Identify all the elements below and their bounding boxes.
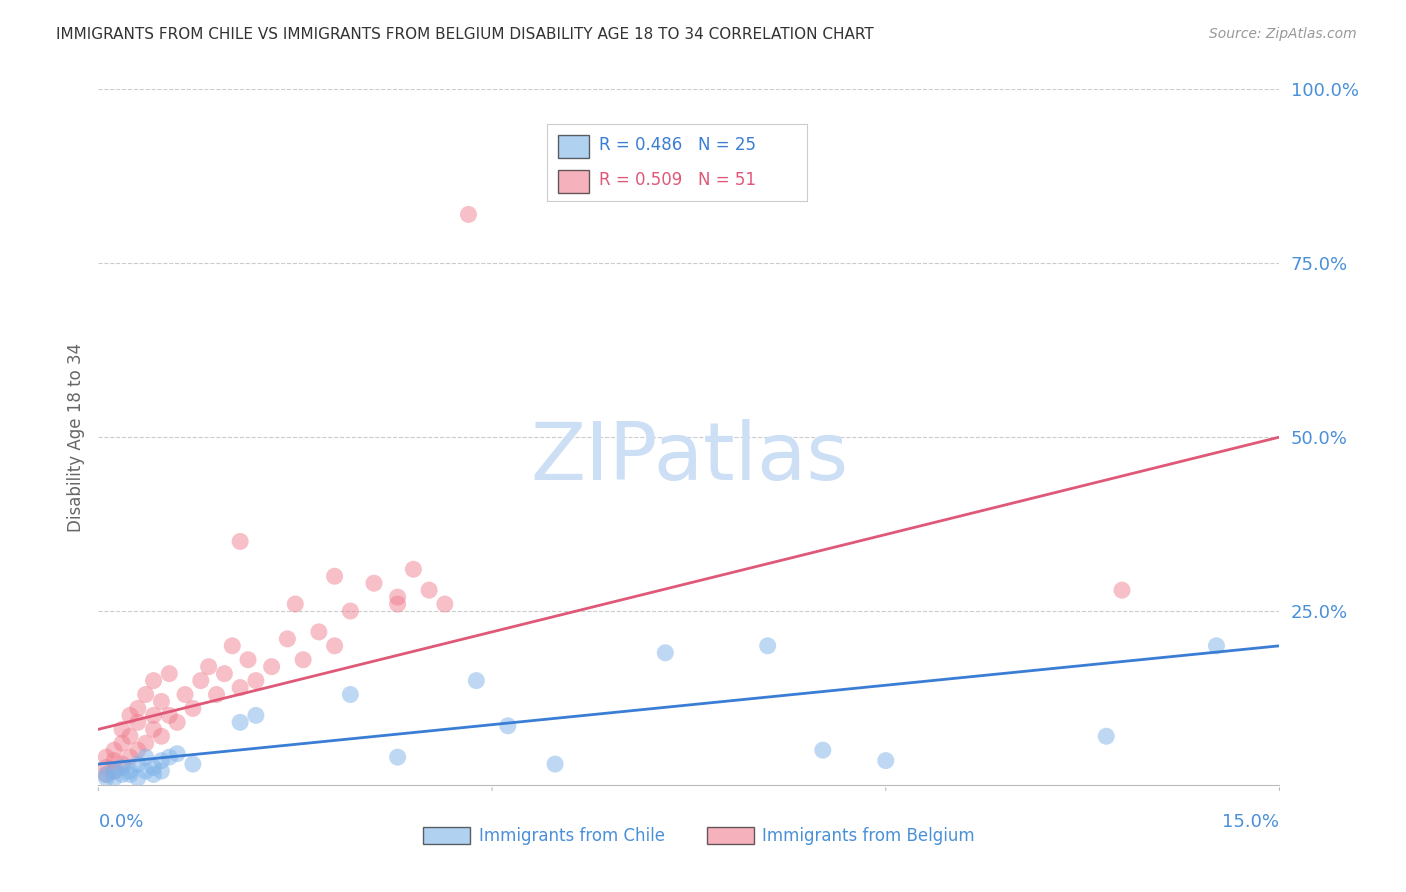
Point	[127, 715, 149, 730]
Point	[103, 743, 125, 757]
Point	[111, 757, 134, 772]
FancyBboxPatch shape	[707, 827, 754, 844]
Point	[111, 736, 134, 750]
Point	[654, 646, 676, 660]
Text: Immigrants from Chile: Immigrants from Chile	[478, 827, 665, 845]
Point	[229, 681, 252, 695]
Point	[190, 673, 212, 688]
Point	[111, 760, 134, 774]
Text: Immigrants from Belgium: Immigrants from Belgium	[762, 827, 974, 845]
Point	[127, 771, 149, 785]
Point	[496, 719, 519, 733]
Point	[157, 666, 180, 681]
Text: 15.0%: 15.0%	[1222, 813, 1279, 830]
Point	[166, 747, 188, 761]
Point	[1111, 583, 1133, 598]
Point	[339, 604, 361, 618]
Point	[260, 659, 283, 673]
Point	[150, 729, 173, 743]
Point	[157, 750, 180, 764]
Point	[150, 694, 173, 708]
Point	[142, 760, 165, 774]
Point	[457, 207, 479, 221]
Point	[127, 743, 149, 757]
Point	[245, 673, 267, 688]
Point	[214, 666, 236, 681]
Point	[96, 760, 118, 774]
Point	[118, 767, 141, 781]
Point	[1095, 729, 1118, 743]
Point	[284, 597, 307, 611]
Point	[96, 767, 118, 781]
Point	[308, 624, 330, 639]
Point	[875, 754, 897, 768]
Point	[142, 723, 165, 737]
Point	[103, 764, 125, 778]
Point	[135, 736, 157, 750]
Point	[229, 715, 252, 730]
Point	[323, 639, 346, 653]
Point	[96, 750, 118, 764]
Point	[96, 771, 118, 785]
Point	[157, 708, 180, 723]
Point	[245, 708, 267, 723]
Point	[103, 754, 125, 768]
Point	[103, 771, 125, 785]
Point	[205, 688, 228, 702]
Point	[118, 750, 141, 764]
Point	[756, 639, 779, 653]
Point	[402, 562, 425, 576]
Point	[363, 576, 385, 591]
Text: ZIPatlas: ZIPatlas	[530, 419, 848, 497]
Point	[166, 715, 188, 730]
Point	[465, 673, 488, 688]
Point	[142, 708, 165, 723]
Point	[118, 729, 141, 743]
Text: 0.0%: 0.0%	[98, 813, 143, 830]
Point	[433, 597, 456, 611]
Point	[150, 754, 173, 768]
Point	[418, 583, 440, 598]
Point	[135, 764, 157, 778]
Point	[1205, 639, 1227, 653]
Point	[142, 767, 165, 781]
Point	[292, 653, 315, 667]
Point	[127, 757, 149, 772]
Point	[118, 708, 141, 723]
Point	[142, 673, 165, 688]
Point	[181, 701, 204, 715]
Point	[111, 723, 134, 737]
Y-axis label: Disability Age 18 to 34: Disability Age 18 to 34	[66, 343, 84, 532]
Point	[236, 653, 259, 667]
Point	[387, 750, 409, 764]
Point	[181, 757, 204, 772]
Point	[387, 590, 409, 604]
FancyBboxPatch shape	[423, 827, 471, 844]
Point	[174, 688, 197, 702]
Point	[323, 569, 346, 583]
Point	[276, 632, 298, 646]
Point	[229, 534, 252, 549]
Point	[339, 688, 361, 702]
Point	[150, 764, 173, 778]
Point	[221, 639, 243, 653]
Point	[96, 767, 118, 781]
Text: IMMIGRANTS FROM CHILE VS IMMIGRANTS FROM BELGIUM DISABILITY AGE 18 TO 34 CORRELA: IMMIGRANTS FROM CHILE VS IMMIGRANTS FROM…	[56, 27, 875, 42]
Point	[544, 757, 567, 772]
Point	[387, 597, 409, 611]
Point	[811, 743, 834, 757]
Point	[135, 750, 157, 764]
Point	[103, 764, 125, 778]
Point	[197, 659, 219, 673]
Point	[111, 767, 134, 781]
Text: Source: ZipAtlas.com: Source: ZipAtlas.com	[1209, 27, 1357, 41]
Point	[127, 701, 149, 715]
Point	[135, 688, 157, 702]
Point	[118, 764, 141, 778]
